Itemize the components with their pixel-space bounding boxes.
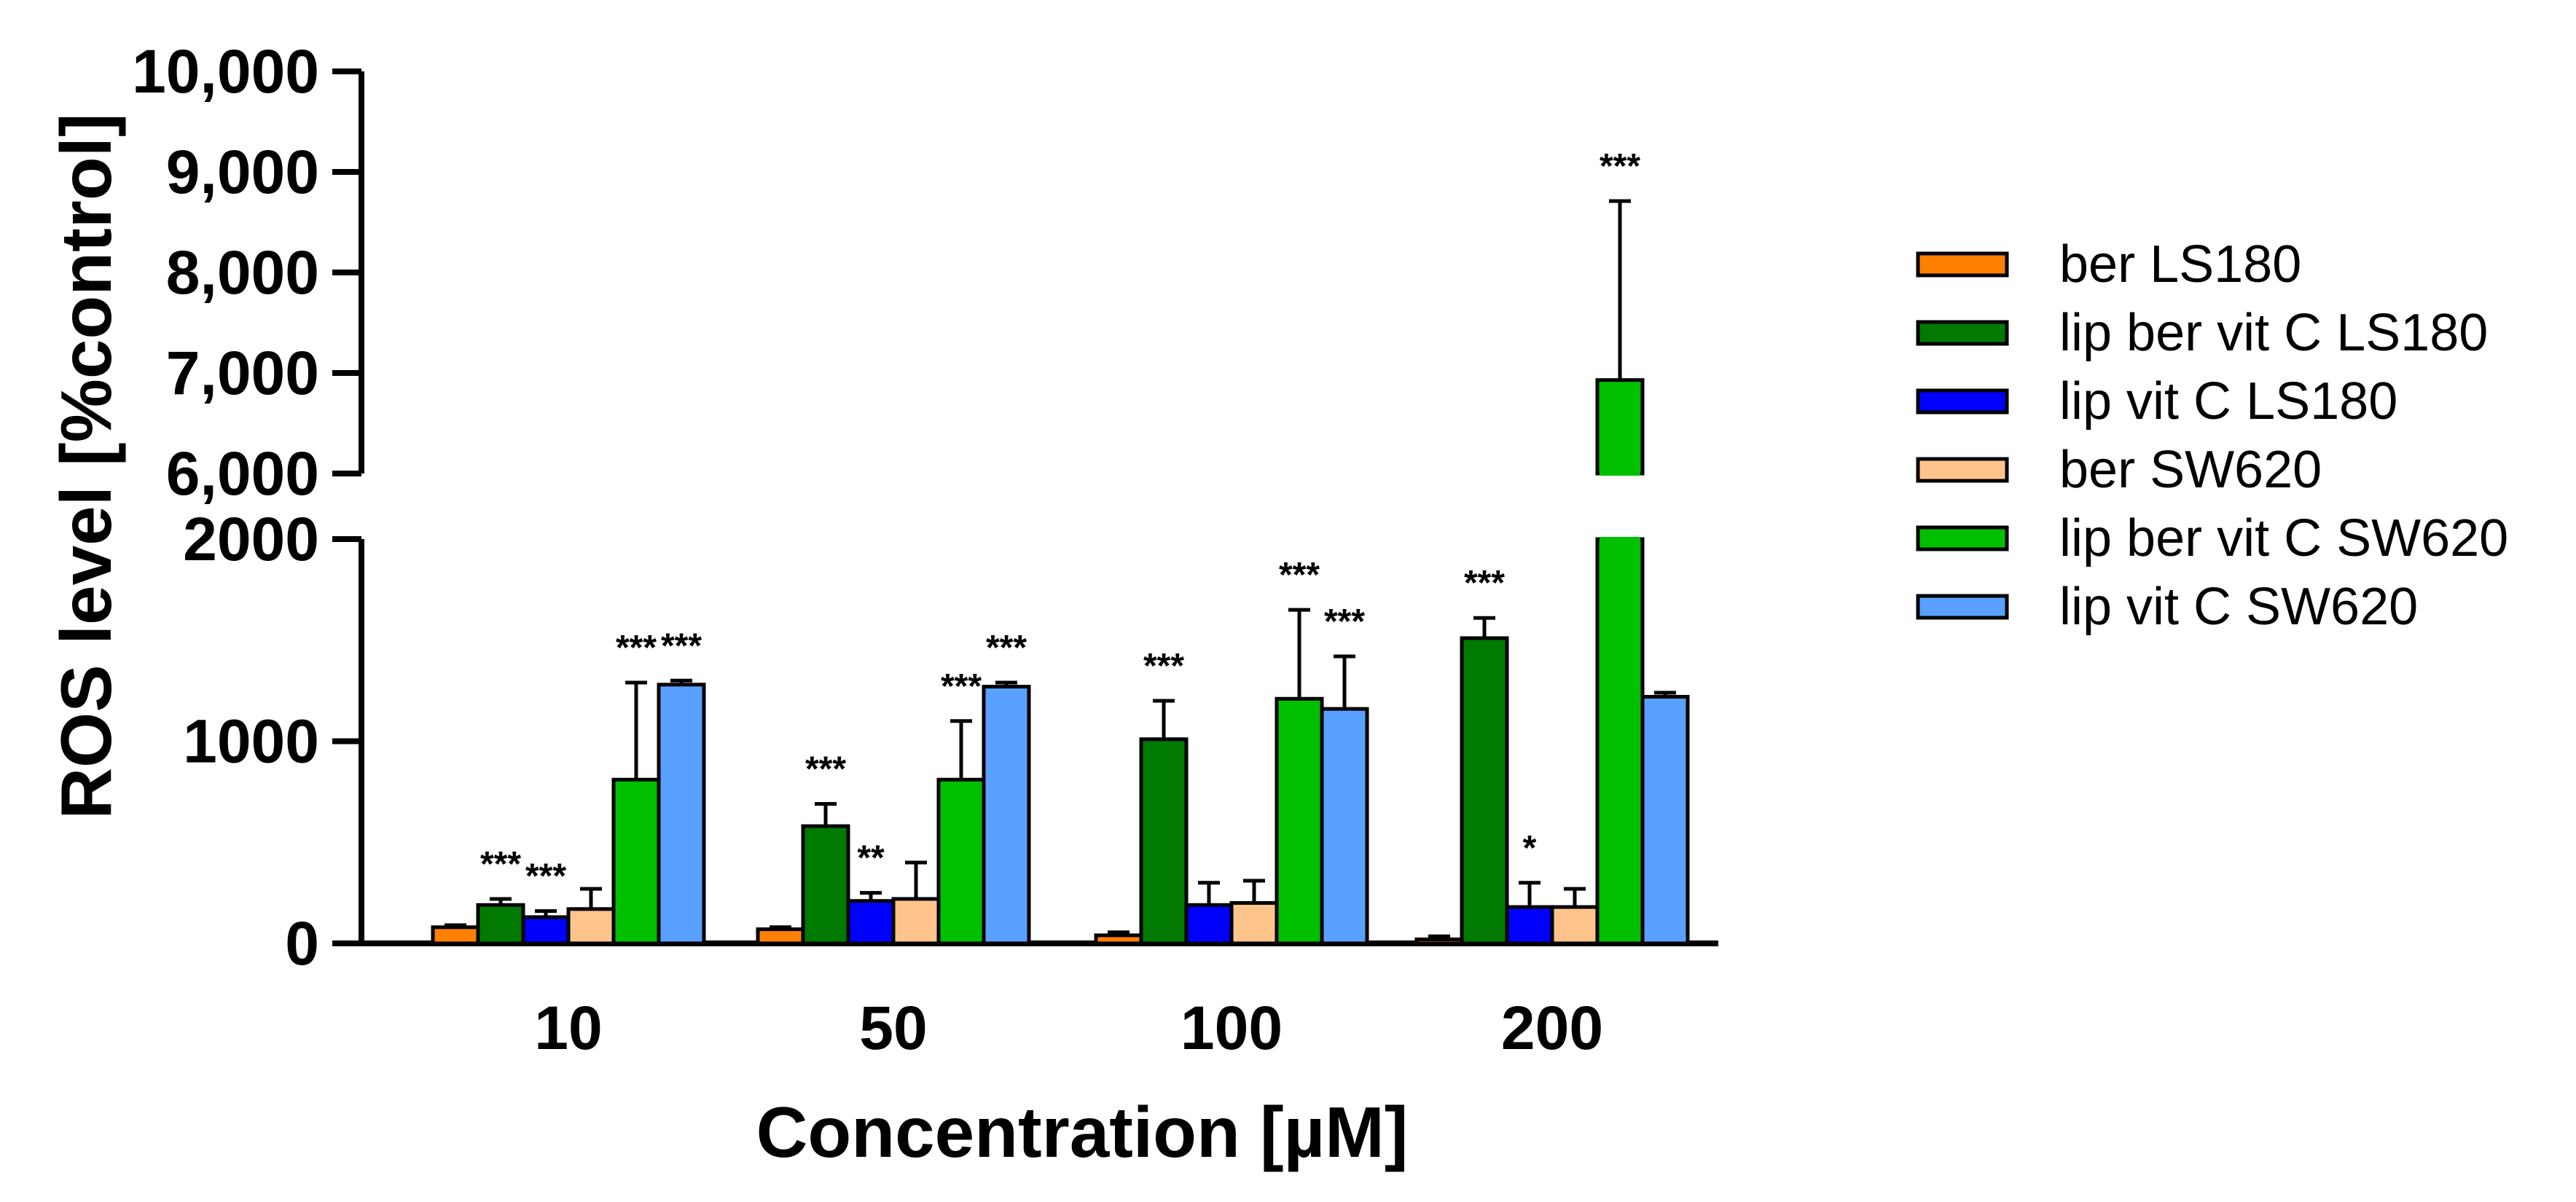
x-tick-label: 200 bbox=[1501, 994, 1603, 1062]
significance-label: *** bbox=[805, 750, 846, 789]
bar bbox=[801, 824, 850, 946]
bar bbox=[657, 683, 706, 946]
legend-swatch bbox=[1916, 594, 2009, 620]
bar bbox=[431, 925, 480, 946]
bar-break-fill bbox=[1600, 471, 1640, 476]
bar-break-fill bbox=[1600, 537, 1640, 541]
legend-label: lip ber vit C SW620 bbox=[2059, 509, 2508, 567]
bar bbox=[1275, 696, 1324, 946]
legend: ber LS180 lip ber vit C LS180 lip vit C LS… bbox=[1916, 235, 2508, 636]
significance-label: *** bbox=[1143, 647, 1184, 686]
bar bbox=[1595, 378, 1645, 476]
bar bbox=[846, 899, 896, 946]
y-tick-label: 0 bbox=[285, 909, 319, 978]
legend-label: lip ber vit C LS180 bbox=[2059, 304, 2488, 362]
y-tick-label: 8,000 bbox=[166, 238, 319, 307]
x-tick-label: 10 bbox=[534, 994, 602, 1062]
bar bbox=[1640, 694, 1690, 946]
x-tick-label: 50 bbox=[859, 994, 927, 1062]
legend-swatch bbox=[1916, 525, 2009, 551]
y-tick-label: 1000 bbox=[183, 707, 319, 776]
legend-swatch bbox=[1916, 457, 2009, 483]
bar bbox=[1595, 537, 1645, 946]
bar bbox=[566, 907, 616, 946]
y-tick-label: 9,000 bbox=[166, 138, 319, 206]
y-tick-label: 10,000 bbox=[132, 37, 319, 106]
y-tick-label: 2000 bbox=[183, 505, 319, 573]
y-tick-label: 6,000 bbox=[166, 439, 319, 508]
significance-label: ** bbox=[857, 839, 885, 878]
bar bbox=[982, 685, 1031, 946]
x-tick-label: 100 bbox=[1181, 994, 1283, 1062]
legend-swatch bbox=[1916, 320, 2009, 346]
bar bbox=[476, 903, 525, 946]
significance-label: *** bbox=[480, 845, 521, 884]
y-axis-label: ROS level [%control] bbox=[46, 113, 126, 819]
legend-label: ber LS180 bbox=[2059, 235, 2301, 294]
bar bbox=[1094, 933, 1143, 946]
bar bbox=[1320, 707, 1369, 946]
bar bbox=[1550, 905, 1600, 946]
legend-label: ber SW620 bbox=[2059, 441, 2322, 499]
bar bbox=[1460, 636, 1509, 946]
y-tick-label: 7,000 bbox=[166, 339, 319, 407]
bar bbox=[891, 897, 941, 946]
significance-label: *** bbox=[1464, 564, 1505, 602]
significance-label: *** bbox=[1324, 602, 1365, 641]
legend-label: lip vit C SW620 bbox=[2059, 578, 2418, 636]
significance-label: *** bbox=[525, 857, 566, 896]
significance-label: *** bbox=[1279, 556, 1320, 594]
bar bbox=[1139, 737, 1189, 946]
significance-label: *** bbox=[941, 667, 982, 706]
significance-label: *** bbox=[1600, 147, 1640, 186]
bar bbox=[1505, 905, 1554, 946]
significance-label: * bbox=[1523, 829, 1537, 868]
bar bbox=[936, 777, 986, 946]
bars bbox=[431, 199, 1690, 946]
bar bbox=[1414, 937, 1464, 946]
significance-label: *** bbox=[986, 629, 1027, 667]
significance-label: *** bbox=[616, 629, 657, 667]
significance-label: *** bbox=[661, 626, 702, 665]
legend-label: lip vit C LS180 bbox=[2059, 372, 2397, 431]
bar bbox=[611, 777, 661, 946]
x-axis-label: Concentration [µM] bbox=[756, 1092, 1409, 1172]
bar bbox=[1184, 903, 1234, 946]
legend-swatch bbox=[1916, 388, 2009, 415]
bar bbox=[1229, 901, 1279, 946]
legend-swatch bbox=[1916, 251, 2009, 278]
bar bbox=[756, 927, 805, 946]
bar bbox=[521, 915, 571, 946]
